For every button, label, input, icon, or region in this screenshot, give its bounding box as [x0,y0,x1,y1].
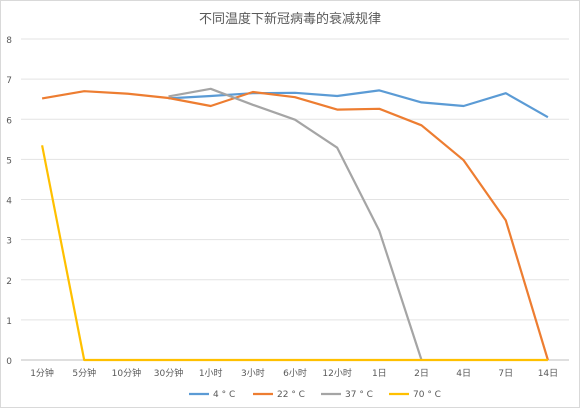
legend-label: 22 ° C [277,390,305,400]
y-tick-label: 8 [6,36,12,46]
series-line [168,87,423,361]
series-lines [41,87,549,362]
y-tick-label: 7 [6,76,12,86]
x-tick-label: 7日 [498,368,513,379]
x-tick-label: 4日 [456,368,471,379]
x-tick-label: 1日 [372,368,387,379]
x-tick-label: 1小时 [199,367,223,379]
series-line [168,89,549,119]
x-tick-label: 2日 [414,368,429,379]
x-axis-tick-labels: 1分钟 5分钟 10分钟 30分钟 1小时 3小时 6小时 12小时 1日 2日 4日 7日 14日 [30,367,558,379]
x-tick-label: 3小时 [241,367,265,379]
y-tick-label: 5 [6,156,12,166]
y-tick-label: 6 [6,116,12,126]
x-tick-label: 10分钟 [112,367,141,379]
y-axis-tick-labels: 0 1 2 3 4 5 6 7 8 [6,36,12,367]
y-tick-label: 2 [6,277,12,287]
chart-title: 不同温度下新冠病毒的衰减规律 [199,11,381,27]
y-tick-label: 3 [6,237,12,247]
x-tick-label: 5分钟 [72,367,96,379]
x-tick-label: 14日 [538,368,558,379]
y-tick-label: 0 [6,357,12,367]
x-tick-label: 6小时 [283,367,307,379]
x-tick-label: 1分钟 [30,367,54,379]
legend-label: 37 ° C [345,390,373,400]
legend-label: 4 ° C [213,390,235,400]
gridlines [21,38,569,361]
y-tick-label: 1 [6,317,12,327]
legend: 4 ° C 22 ° C 37 ° C 70 ° C [189,390,441,400]
legend-label: 70 ° C [413,390,441,400]
series-line [41,90,549,361]
y-tick-label: 4 [6,197,12,207]
x-tick-label: 30分钟 [154,367,183,379]
series-line [41,145,548,362]
x-tick-label: 12小时 [322,367,351,379]
